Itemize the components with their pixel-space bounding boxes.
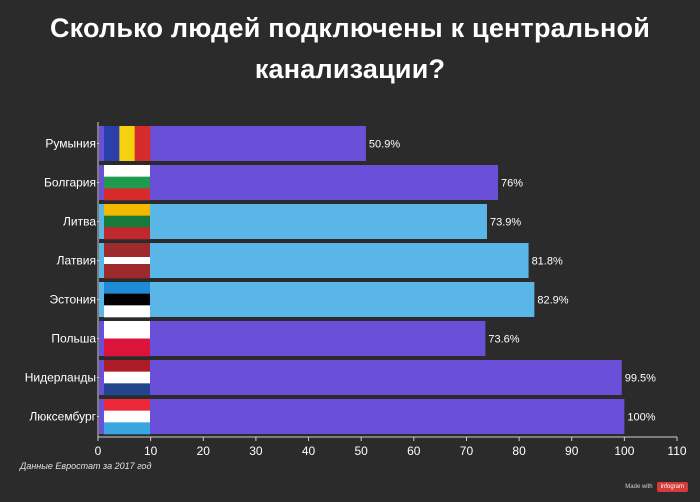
bar[interactable] bbox=[99, 165, 499, 200]
bar[interactable] bbox=[99, 399, 625, 434]
flag-stripe bbox=[104, 227, 150, 240]
value-label: 82.9% bbox=[537, 295, 568, 307]
x-tick-label: 60 bbox=[407, 444, 421, 458]
lithuania-flag-icon bbox=[104, 204, 150, 240]
source-note: Данные Евростат за 2017 год bbox=[20, 461, 152, 471]
flag-stripe bbox=[104, 126, 120, 161]
value-label: 100% bbox=[627, 412, 655, 424]
netherlands-flag-icon bbox=[104, 360, 150, 396]
x-tick-label: 70 bbox=[460, 444, 474, 458]
flag-stripe bbox=[104, 215, 150, 228]
bar[interactable] bbox=[99, 282, 535, 317]
poland-flag-icon bbox=[104, 321, 150, 357]
flag-stripe bbox=[104, 383, 150, 396]
flag-stripe bbox=[104, 264, 150, 279]
x-tick-label: 50 bbox=[355, 444, 369, 458]
flag-stripe bbox=[104, 176, 150, 189]
flag-stripe bbox=[104, 321, 150, 339]
category-label: Эстония bbox=[50, 293, 97, 307]
flag-stripe bbox=[134, 126, 151, 161]
x-tick-label: 40 bbox=[302, 444, 316, 458]
x-tick-label: 30 bbox=[249, 444, 263, 458]
category-label: Польша bbox=[51, 332, 96, 346]
category-label: Латвия bbox=[57, 254, 96, 268]
flag-stripe bbox=[104, 165, 150, 177]
value-label: 50.9% bbox=[369, 139, 400, 151]
luxembourg-flag-icon bbox=[104, 399, 150, 435]
category-label: Болгария bbox=[44, 176, 96, 190]
x-tick-label: 100 bbox=[614, 444, 634, 458]
category-label: Литва bbox=[63, 215, 96, 229]
bulgaria-flag-icon bbox=[104, 165, 150, 201]
flag-stripe bbox=[119, 126, 135, 161]
value-label: 76% bbox=[501, 178, 523, 190]
x-tick-label: 80 bbox=[512, 444, 526, 458]
chart-title-line-1: Сколько людей подключены к центральной bbox=[49, 13, 651, 43]
romania-flag-icon bbox=[104, 126, 151, 161]
value-label: 73.6% bbox=[488, 334, 519, 346]
flag-stripe bbox=[104, 360, 150, 372]
bar[interactable] bbox=[99, 204, 487, 239]
value-label: 81.8% bbox=[532, 256, 563, 268]
made-with-label: Made with bbox=[625, 484, 653, 490]
flag-stripe bbox=[104, 371, 150, 384]
chart-title: Сколько людей подключены к центральной к… bbox=[0, 8, 700, 90]
category-label: Люксембург bbox=[29, 410, 96, 424]
made-with-badge[interactable]: Made with infogram bbox=[625, 482, 688, 492]
x-tick-label: 110 bbox=[667, 444, 686, 458]
x-tick-label: 10 bbox=[144, 444, 158, 458]
x-tick-label: 0 bbox=[95, 444, 102, 458]
bar[interactable] bbox=[99, 243, 529, 278]
flag-stripe bbox=[104, 243, 150, 258]
category-label: Румыния bbox=[45, 137, 96, 151]
value-label: 99.5% bbox=[625, 373, 656, 385]
x-tick-label: 90 bbox=[565, 444, 579, 458]
flag-stripe bbox=[104, 257, 150, 265]
flag-stripe bbox=[104, 422, 150, 435]
flag-stripe bbox=[104, 410, 150, 423]
infogram-logo: infogram bbox=[656, 482, 688, 492]
estonia-flag-icon bbox=[104, 282, 150, 318]
flag-stripe bbox=[104, 305, 150, 318]
latvia-flag-icon bbox=[104, 243, 150, 279]
bar[interactable] bbox=[99, 321, 486, 356]
chart-title-line-2: канализации? bbox=[254, 54, 446, 84]
flag-stripe bbox=[104, 282, 150, 294]
bar[interactable] bbox=[99, 360, 622, 395]
flag-stripe bbox=[104, 204, 150, 216]
flag-stripe bbox=[104, 293, 150, 306]
category-label: Нидерланды bbox=[25, 371, 96, 385]
flag-stripe bbox=[104, 399, 150, 411]
flag-stripe bbox=[104, 188, 150, 201]
x-tick-label: 20 bbox=[197, 444, 211, 458]
flag-stripe bbox=[104, 338, 150, 357]
value-label: 73.9% bbox=[490, 217, 521, 229]
